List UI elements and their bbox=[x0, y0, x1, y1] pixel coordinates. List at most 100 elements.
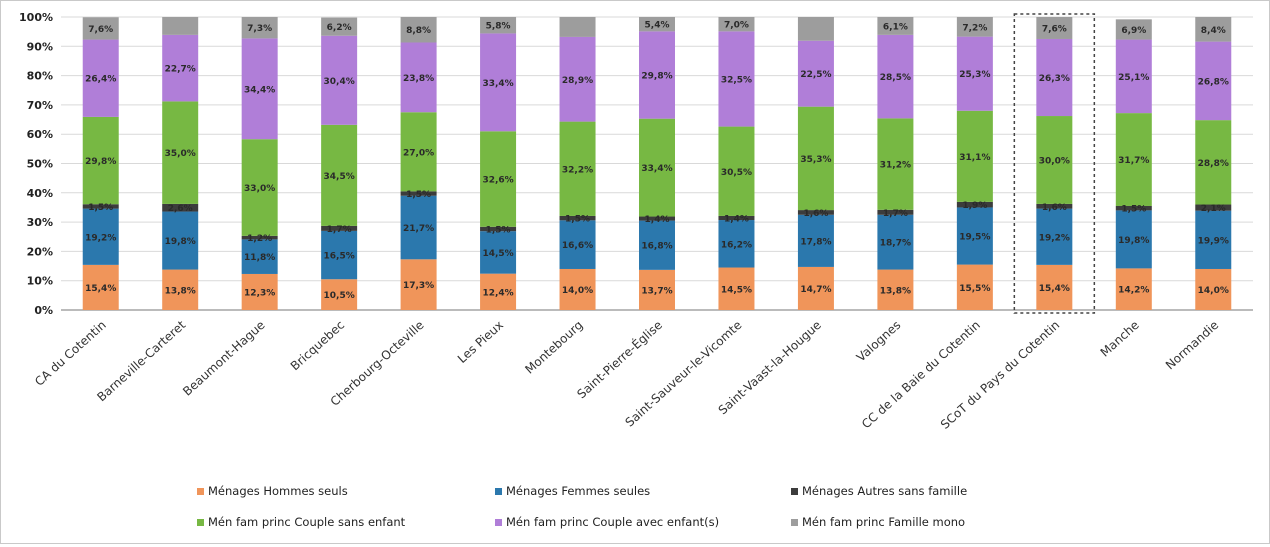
legend-label: Mén fam princ Famille mono bbox=[802, 515, 965, 529]
bar-segment bbox=[1195, 210, 1232, 269]
data-label: 26,3% bbox=[1039, 74, 1070, 84]
bar-segment bbox=[321, 225, 358, 231]
bar-segment bbox=[797, 40, 834, 107]
data-label: 19,8% bbox=[165, 237, 196, 247]
bar-segment bbox=[559, 36, 596, 122]
legend-label: Ménages Hommes seuls bbox=[208, 484, 348, 498]
data-label: 10,5% bbox=[324, 291, 355, 301]
data-label: 33,4% bbox=[482, 79, 513, 89]
data-label: 30,5% bbox=[721, 168, 752, 178]
legend-swatch bbox=[197, 519, 204, 526]
x-tick-label: Les Pieux bbox=[455, 318, 506, 366]
data-label: 15,4% bbox=[85, 284, 116, 294]
data-label: 31,7% bbox=[1118, 156, 1149, 166]
bar-segment bbox=[639, 269, 675, 310]
bar-segment bbox=[559, 220, 596, 269]
data-label: 17,3% bbox=[403, 281, 434, 291]
data-label: 33,0% bbox=[244, 184, 275, 194]
data-label: 1,5% bbox=[88, 203, 113, 213]
highlight-box bbox=[1013, 13, 1096, 314]
bar-segment bbox=[400, 42, 437, 113]
data-label: 1,7% bbox=[883, 209, 908, 219]
bar-segment bbox=[1036, 17, 1073, 39]
bar-segment bbox=[82, 264, 119, 310]
bar-segment bbox=[956, 36, 993, 111]
data-label: 14,5% bbox=[482, 249, 513, 259]
bar-segment bbox=[639, 17, 675, 32]
bar-segment bbox=[241, 17, 278, 39]
bar-segment bbox=[82, 17, 119, 40]
y-tick-label: 70% bbox=[27, 99, 53, 112]
data-label: 16,8% bbox=[641, 242, 672, 252]
bar-segment bbox=[797, 17, 834, 41]
bar-segment bbox=[718, 267, 755, 310]
bar-segment bbox=[82, 208, 119, 265]
bar-segment bbox=[877, 269, 914, 310]
data-label: 13,8% bbox=[880, 286, 911, 296]
data-label: 8,8% bbox=[406, 26, 431, 36]
data-label: 6,1% bbox=[883, 22, 908, 32]
bar-segment bbox=[559, 268, 596, 310]
data-label: 31,2% bbox=[880, 161, 911, 171]
data-label: 17,8% bbox=[800, 237, 831, 247]
data-label: 26,4% bbox=[85, 75, 116, 85]
bar-segment bbox=[162, 269, 199, 310]
data-label: 5,8% bbox=[486, 22, 511, 32]
data-label: 29,8% bbox=[641, 72, 672, 82]
x-tick-label: Barneville-Carteret bbox=[94, 318, 188, 405]
bar-segment bbox=[639, 216, 675, 221]
x-tick-label: Bricquebec bbox=[288, 318, 347, 373]
bar-segment bbox=[1195, 17, 1232, 42]
bar-segment bbox=[162, 211, 199, 270]
bar-segment bbox=[162, 17, 199, 35]
data-label: 7,6% bbox=[88, 25, 113, 35]
bar-segment bbox=[956, 264, 993, 310]
bar-segment bbox=[877, 118, 914, 210]
data-label: 19,2% bbox=[1039, 233, 1070, 243]
bar-segment bbox=[241, 239, 278, 274]
y-tick-label: 30% bbox=[27, 216, 53, 229]
bar-segment bbox=[400, 191, 437, 196]
bar-segment bbox=[1115, 19, 1152, 40]
data-label: 1,4% bbox=[645, 215, 670, 225]
data-label: 28,5% bbox=[880, 73, 911, 83]
data-label: 14,2% bbox=[1118, 286, 1149, 296]
data-label: 15,5% bbox=[959, 284, 990, 294]
data-label: 1,6% bbox=[1042, 203, 1067, 213]
bar-segment bbox=[1195, 204, 1232, 211]
data-label: 14,7% bbox=[800, 285, 831, 295]
bar-segment bbox=[956, 207, 993, 265]
bar-segment bbox=[400, 195, 437, 260]
data-label: 13,7% bbox=[641, 286, 672, 296]
legend: Ménages Hommes seuls Ménages Femmes seule… bbox=[197, 484, 967, 529]
data-label: 30,0% bbox=[1039, 156, 1070, 166]
data-label: 1,5% bbox=[565, 215, 590, 225]
bar-segment bbox=[162, 203, 199, 212]
bar-segment bbox=[718, 220, 755, 268]
data-label: 22,5% bbox=[800, 70, 831, 80]
legend-swatch bbox=[495, 488, 502, 495]
legend-swatch bbox=[791, 488, 798, 495]
data-labels: 15,4% 19,2% 1,5% 29,8% 26,4% 7,6% 13,8% 19,8% 2,… bbox=[85, 21, 1229, 301]
y-tick-label: 100% bbox=[19, 11, 53, 24]
legend-swatch bbox=[791, 519, 798, 526]
bar-segment bbox=[956, 17, 993, 37]
bar-segment bbox=[241, 273, 278, 310]
data-label: 1,6% bbox=[803, 209, 828, 219]
data-label: 22,7% bbox=[165, 65, 196, 75]
data-label: 8,4% bbox=[1201, 26, 1226, 36]
data-label: 1,7% bbox=[327, 225, 352, 235]
legend-swatch bbox=[197, 488, 204, 495]
bar-segment bbox=[639, 31, 675, 119]
data-label: 11,8% bbox=[244, 253, 275, 263]
y-tick-label: 60% bbox=[27, 128, 53, 141]
x-tick-label: Normandie bbox=[1163, 318, 1221, 373]
bar-segment bbox=[1036, 264, 1073, 310]
bar-segment bbox=[1115, 210, 1152, 269]
bar-segment bbox=[1036, 38, 1073, 117]
bar-segment bbox=[162, 101, 199, 204]
bar-segment bbox=[718, 31, 755, 127]
x-tick-label: Saint-Pierre-Église bbox=[574, 317, 665, 401]
bar-segment bbox=[877, 34, 914, 119]
bar-segment bbox=[321, 35, 358, 125]
